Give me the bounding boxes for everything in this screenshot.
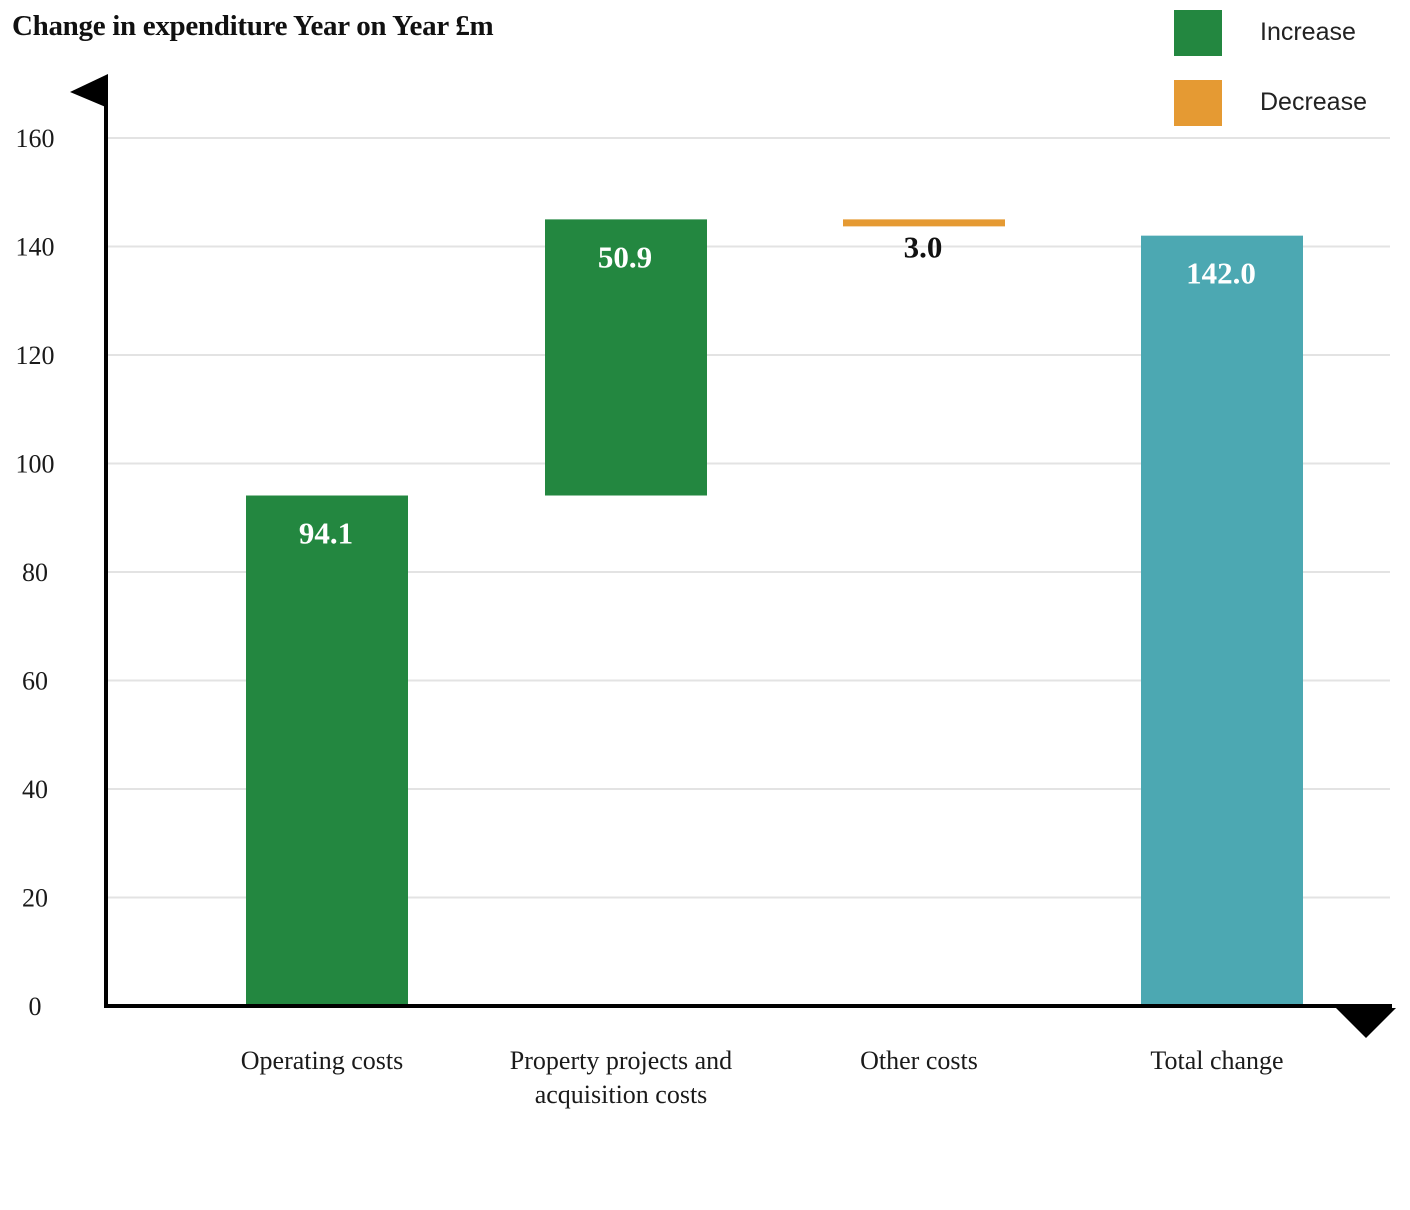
y-tick-label-140: 140 [16, 233, 55, 262]
y-tick-label-20: 20 [22, 884, 48, 913]
bar-value-label-0: 94.1 [299, 516, 353, 551]
legend-swatch-decrease [1174, 80, 1222, 126]
chart-title: Change in expenditure Year on Year £m [12, 10, 494, 42]
x-category-label-line: Total change [1150, 1046, 1284, 1075]
x-category-label-line: Operating costs [240, 1046, 404, 1075]
bar-total-3 [1141, 235, 1303, 1006]
legend-item-decrease: Decrease [1174, 80, 1404, 126]
bar-value-label-2: 3.0 [904, 229, 943, 264]
x-axis-arrowhead [1336, 1008, 1396, 1038]
x-category-label-3: Total change [1067, 1044, 1367, 1078]
legend-label-increase: Increase [1260, 18, 1356, 46]
legend-label-decrease: Decrease [1260, 88, 1367, 116]
x-category-label-line: Property projects and [509, 1046, 733, 1075]
legend-item-increase: Increase [1174, 10, 1404, 56]
y-tick-label-100: 100 [16, 450, 55, 479]
x-category-label-line: Other costs [860, 1046, 978, 1075]
y-tick-label-0: 0 [29, 992, 42, 1021]
bar-value-label-3: 142.0 [1186, 256, 1256, 291]
y-tick-label-60: 60 [22, 667, 48, 696]
bar-decrease-2 [843, 219, 1005, 227]
bar-increase-0 [246, 495, 408, 1006]
y-tick-label-160: 160 [16, 124, 55, 153]
x-category-label-1: Property projects and acquisition costs [471, 1044, 771, 1112]
x-category-label-2: Other costs [769, 1044, 1069, 1078]
bar-increase-1 [545, 219, 707, 496]
x-category-label-line: acquisition costs [534, 1080, 708, 1109]
y-tick-label-120: 120 [16, 341, 55, 370]
bar-value-label-1: 50.9 [598, 239, 652, 274]
y-tick-label-40: 40 [22, 775, 48, 804]
legend-swatch-increase [1174, 10, 1222, 56]
y-tick-label-80: 80 [22, 558, 48, 587]
y-axis-arrowhead [70, 74, 108, 108]
x-category-label-0: Operating costs [172, 1044, 472, 1078]
